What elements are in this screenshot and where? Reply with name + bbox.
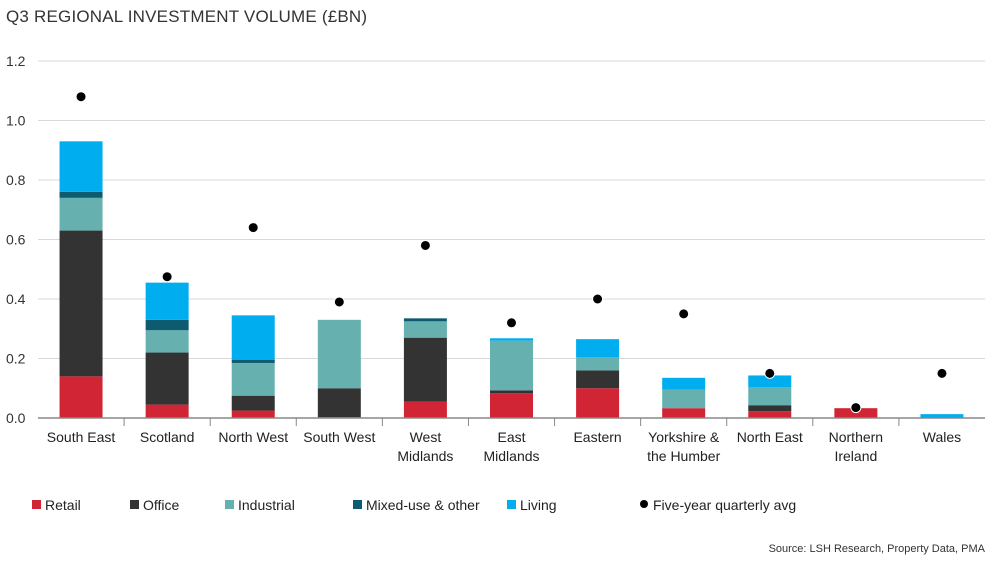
legend-swatch — [130, 500, 139, 509]
bar-segment-industrial — [59, 197, 103, 231]
bar-segment-office — [576, 370, 620, 389]
bar-segment-industrial — [576, 357, 620, 371]
bar-segment-industrial — [317, 319, 361, 389]
avg-marker — [936, 367, 948, 379]
bar-segment-living — [920, 414, 964, 418]
x-tick-label: North West — [218, 429, 288, 445]
avg-marker — [506, 317, 517, 329]
avg-marker — [333, 296, 345, 308]
bar-segment-office — [317, 388, 361, 418]
x-tick-label: North East — [737, 429, 803, 445]
bar-segment-office — [59, 230, 103, 377]
bar-segment-retail — [59, 376, 103, 418]
y-tick-label: 0.0 — [6, 410, 26, 426]
x-tick-label: Midlands — [483, 448, 539, 464]
bar-segment-living — [231, 315, 275, 360]
x-tick-label: West — [410, 429, 442, 445]
bar-segment-industrial — [748, 387, 792, 406]
bar-segment-industrial — [145, 330, 189, 353]
y-tick-label: 0.4 — [6, 291, 26, 307]
bar-segment-industrial — [662, 389, 706, 409]
y-tick-label: 0.2 — [6, 351, 26, 367]
bar-segment-living — [748, 375, 792, 388]
bar-segment-mixed-use-other — [59, 191, 103, 198]
legend-swatch — [225, 500, 234, 509]
bar-segment-retail — [490, 393, 533, 418]
avg-marker — [764, 367, 776, 379]
bar-segment-office — [145, 352, 189, 405]
x-tick-label: Scotland — [140, 429, 194, 445]
bar-segment-office — [490, 390, 533, 394]
bar-segment-retail — [231, 410, 275, 418]
y-tick-label: 0.8 — [6, 172, 26, 188]
legend-marker — [640, 500, 648, 508]
x-tick-label: South West — [303, 429, 375, 445]
avg-marker — [850, 402, 862, 414]
bar-segment-industrial — [490, 340, 533, 391]
avg-marker — [592, 293, 604, 305]
bar-segment-retail — [748, 411, 792, 418]
bar-segment-office — [403, 337, 447, 402]
avg-marker — [75, 91, 87, 103]
bar-segment-mixed-use-other — [231, 359, 275, 363]
chart-title: Q3 REGIONAL INVESTMENT VOLUME (£BN) — [6, 7, 368, 26]
legend-label: Living — [520, 497, 557, 513]
bar-segment-retail — [145, 404, 189, 418]
y-tick-label: 0.6 — [6, 232, 26, 248]
bar-segment-retail — [576, 388, 620, 418]
bar-segment-retail — [662, 408, 706, 418]
legend-swatch — [32, 500, 41, 509]
legend-label: Office — [143, 497, 180, 513]
x-tick-label: South East — [47, 429, 116, 445]
bar-segment-office — [231, 395, 275, 411]
avg-marker — [419, 239, 431, 251]
x-tick-label: the Humber — [647, 448, 720, 464]
x-tick-label: Eastern — [573, 429, 621, 445]
source-note: Source: LSH Research, Property Data, PMA — [768, 543, 985, 555]
avg-marker — [247, 222, 259, 234]
y-tick-label: 1.2 — [6, 53, 26, 69]
bar-segment-living — [662, 377, 706, 390]
x-tick-label: Ireland — [834, 448, 877, 464]
y-tick-label: 1.0 — [6, 113, 26, 129]
x-tick-label: Midlands — [397, 448, 453, 464]
bar-segment-mixed-use-other — [403, 318, 447, 322]
bar-segment-office — [748, 405, 792, 412]
bar-segment-industrial — [403, 321, 447, 338]
legend-label: Mixed-use & other — [366, 497, 480, 513]
bar-segment-living — [576, 339, 620, 358]
bar-segment-living — [59, 141, 103, 192]
avg-marker — [678, 308, 690, 320]
legend-swatch — [507, 500, 516, 509]
bar-segment-living — [145, 282, 189, 320]
bar-segment-retail — [403, 401, 447, 418]
x-tick-label: Northern — [829, 429, 883, 445]
x-tick-label: East — [497, 429, 525, 445]
avg-marker — [161, 271, 173, 283]
legend-swatch — [353, 500, 362, 509]
x-tick-label: Wales — [923, 429, 961, 445]
bar-segment-mixed-use-other — [145, 319, 189, 331]
legend-label: Retail — [45, 497, 81, 513]
bar-segment-living — [490, 338, 533, 341]
legend-label: Industrial — [238, 497, 295, 513]
x-tick-label: Yorkshire & — [648, 429, 720, 445]
legend-label: Five-year quarterly avg — [653, 497, 796, 513]
bar-segment-industrial — [231, 362, 275, 396]
bar-segment-retail — [834, 408, 878, 418]
